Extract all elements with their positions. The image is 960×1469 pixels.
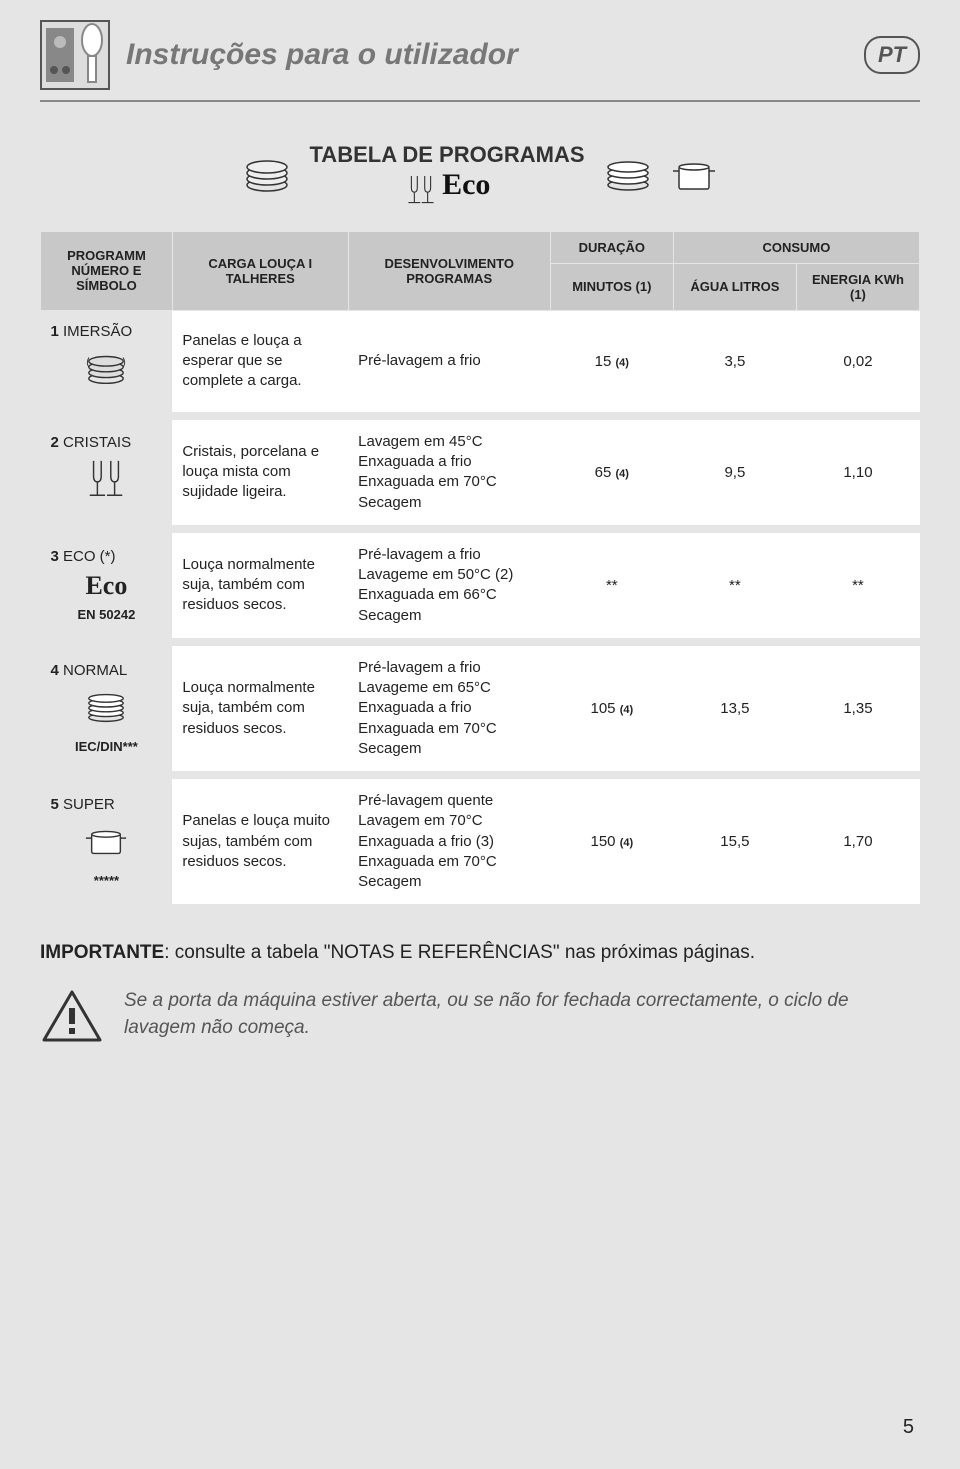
table-title-row: TABELA DE PROGRAMAS Eco (40, 142, 920, 207)
energy-cell: 1,70 (796, 775, 919, 908)
program-sub: ***** (51, 873, 163, 888)
table-title: TABELA DE PROGRAMAS (310, 142, 585, 168)
program-icon (51, 819, 163, 867)
program-cell: 1 IMERSÃO (41, 310, 173, 416)
col-carga: CARGA LOUÇA I TALHERES (172, 231, 348, 310)
program-name: 1 IMERSÃO (51, 323, 163, 340)
header: Instruções para o utilizador PT (40, 20, 920, 102)
col-desenvolvimento: DESENVOLVIMENTO PROGRAMAS (348, 231, 550, 310)
program-cell: 3 ECO (*) Eco EN 50242 (41, 529, 173, 642)
table-row: 5 SUPER ***** Panelas e louça muito sujas,… (41, 775, 920, 908)
programs-table: PROGRAMM NÚMERO E SÍMBOLO CARGA LOUÇA I … (40, 231, 920, 913)
important-note: IMPORTANTE: consulte a tabela "NOTAS E R… (40, 942, 920, 964)
energy-cell: 1,10 (796, 416, 919, 529)
development-cell: Pré-lavagem quenteLavagem em 70°CEnxagua… (348, 775, 550, 908)
warning-text: Se a porta da máquina estiver aberta, ou… (124, 988, 920, 1041)
load-cell: Panelas e louça a esperar que se complet… (172, 310, 348, 416)
program-icon: Eco (51, 571, 163, 601)
table-row: 1 IMERSÃO Panelas e louça a esperar que s… (41, 310, 920, 416)
col-programa: PROGRAMM NÚMERO E SÍMBOLO (41, 231, 173, 310)
program-sub: EN 50242 (51, 607, 163, 622)
pot-icon (671, 151, 717, 197)
minutes-cell: ** (550, 529, 673, 642)
language-badge: PT (864, 36, 920, 74)
water-cell: 3,5 (673, 310, 796, 416)
page-title: Instruções para o utilizador (126, 38, 848, 72)
water-cell: 9,5 (673, 416, 796, 529)
development-cell: Pré-lavagem a frioLavageme em 50°C (2)En… (348, 529, 550, 642)
program-name: 4 NORMAL (51, 662, 163, 679)
important-text: : consulte a tabela "NOTAS E REFERÊNCIAS… (164, 942, 755, 963)
load-cell: Louça normalmente suja, também com resid… (172, 642, 348, 775)
plates-icon (605, 151, 651, 197)
table-body: 1 IMERSÃO Panelas e louça a esperar que s… (41, 310, 920, 908)
program-cell: 2 CRISTAIS (41, 416, 173, 529)
program-cell: 5 SUPER ***** (41, 775, 173, 908)
program-icon (51, 685, 163, 733)
warning-box: Se a porta da máquina estiver aberta, ou… (40, 988, 920, 1044)
program-sub: IEC/DIN*** (51, 739, 163, 754)
program-icon (51, 457, 163, 505)
water-cell: 15,5 (673, 775, 796, 908)
program-name: 2 CRISTAIS (51, 434, 163, 451)
program-icon (51, 346, 163, 394)
table-row: 3 ECO (*) Eco EN 50242 Louça normalmente su… (41, 529, 920, 642)
glasses-icon (404, 173, 438, 207)
eco-label: Eco (442, 168, 490, 201)
minutes-cell: 105 (4) (550, 642, 673, 775)
development-cell: Lavagem em 45°CEnxaguada a frioEnxaguada… (348, 416, 550, 529)
water-cell: 13,5 (673, 642, 796, 775)
col-agua: ÁGUA LITROS (673, 263, 796, 310)
load-cell: Louça normalmente suja, também com resid… (172, 529, 348, 642)
table-header: PROGRAMM NÚMERO E SÍMBOLO CARGA LOUÇA I … (41, 231, 920, 310)
table-row: 2 CRISTAIS Cristais, porcelana e louça mi… (41, 416, 920, 529)
page-number: 5 (903, 1416, 914, 1439)
warning-icon (40, 988, 104, 1044)
table-row: 4 NORMAL IEC/DIN*** Louça normalmente suja… (41, 642, 920, 775)
program-cell: 4 NORMAL IEC/DIN*** (41, 642, 173, 775)
minutes-cell: 65 (4) (550, 416, 673, 529)
load-cell: Cristais, porcelana e louça mista com su… (172, 416, 348, 529)
dishwasher-logo-icon (40, 20, 110, 90)
important-label: IMPORTANTE (40, 942, 164, 963)
minutes-cell: 150 (4) (550, 775, 673, 908)
energy-cell: ** (796, 529, 919, 642)
col-energia: ENERGIA KWh (1) (796, 263, 919, 310)
water-cell: ** (673, 529, 796, 642)
dishes-icon (244, 151, 290, 197)
energy-cell: 0,02 (796, 310, 919, 416)
development-cell: Pré-lavagem a frioLavageme em 65°CEnxagu… (348, 642, 550, 775)
col-consumo: CONSUMO (673, 231, 919, 263)
development-cell: Pré-lavagem a frio (348, 310, 550, 416)
page: Instruções para o utilizador PT TABELA D… (0, 0, 960, 1469)
col-minutos: MINUTOS (1) (550, 263, 673, 310)
load-cell: Panelas e louça muito sujas, também com … (172, 775, 348, 908)
minutes-cell: 15 (4) (550, 310, 673, 416)
col-duracao: DURAÇÃO (550, 231, 673, 263)
program-name: 3 ECO (*) (51, 548, 163, 565)
energy-cell: 1,35 (796, 642, 919, 775)
program-name: 5 SUPER (51, 796, 163, 813)
